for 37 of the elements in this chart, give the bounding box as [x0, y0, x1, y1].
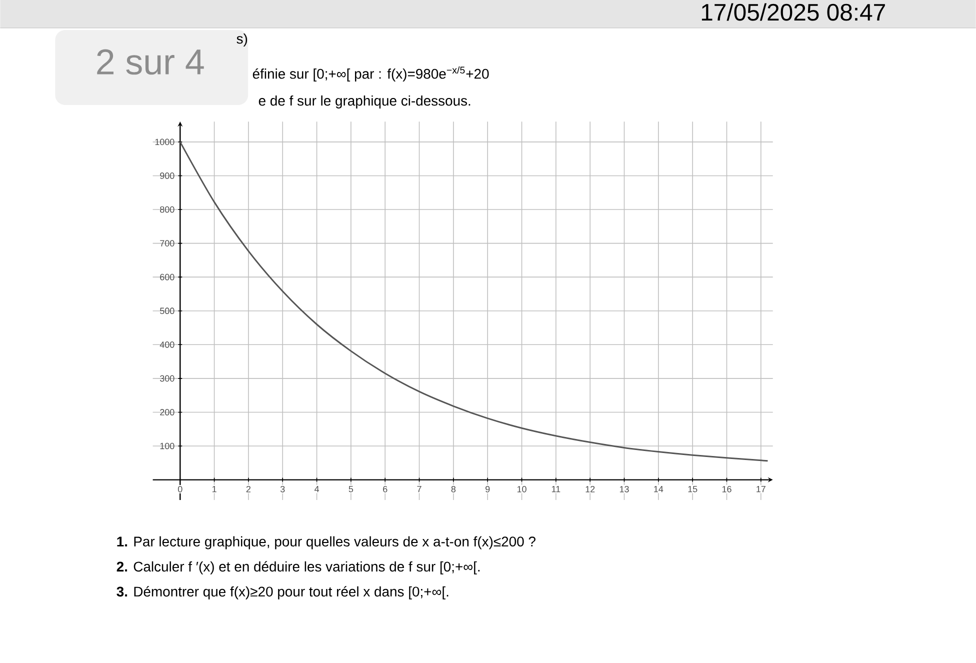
- text: 3. Démontrer que f(x)≥20 pour tout réel x dans [0;+∞[.: [116, 586, 448, 600]
- y-tick-label: 400: [160, 342, 174, 348]
- y-tick-label: 900: [160, 172, 174, 180]
- x-tick-label: 6: [383, 486, 388, 492]
- text: s): [236, 34, 248, 47]
- text: 2 sur 4: [97, 49, 204, 75]
- x-tick-label: 8: [451, 486, 456, 492]
- x-tick-label: 1: [212, 486, 216, 492]
- y-tick-label: 500: [160, 308, 174, 314]
- x-tick-label: 5: [348, 486, 354, 492]
- x-tick-label: 4: [314, 486, 320, 492]
- y-tick-label: 800: [160, 206, 174, 213]
- x-tick-label: 14: [654, 486, 664, 492]
- x-tick-label: 2: [246, 486, 250, 492]
- line-series: [179, 141, 768, 462]
- text: 2. Calculer f ′(x) et en déduire les variations de f sur [0;+∞[.: [116, 561, 480, 574]
- x-tick-label: 11: [552, 486, 560, 492]
- x-tick-label: 9: [486, 486, 490, 492]
- y-tick-label: 100: [160, 442, 174, 450]
- x-tick-label: 0: [178, 486, 182, 492]
- x-tick-label: 12: [586, 486, 595, 492]
- x-tick-label: 16: [722, 486, 732, 492]
- text: e de f sur le graphique ci-dessous.: [258, 96, 470, 109]
- x-tick-label: 10: [517, 486, 526, 492]
- x-tick-label: 15: [688, 486, 698, 492]
- x-tick-label: 17: [756, 486, 766, 492]
- text: 17/05/2025 08:47: [702, 3, 885, 21]
- text: éfinie sur [0;+∞[ par : f(x)=980e$^{−x/5}$+20: [252, 66, 489, 82]
- y-tick-label: 200: [160, 409, 174, 416]
- x-tick-label: 3: [280, 486, 285, 492]
- text: 1. Par lecture graphique, pour quelles valeurs de x a-t-on f(x)≤200 ?: [117, 536, 536, 550]
- y-tick-label: 300: [160, 375, 174, 382]
- x-tick-label: 13: [620, 486, 629, 492]
- y-tick-label: 1000: [155, 138, 174, 146]
- y-tick-label: 600: [160, 274, 174, 280]
- x-tick-label: 7: [417, 486, 422, 492]
- y-tick-label: 700: [160, 240, 174, 247]
